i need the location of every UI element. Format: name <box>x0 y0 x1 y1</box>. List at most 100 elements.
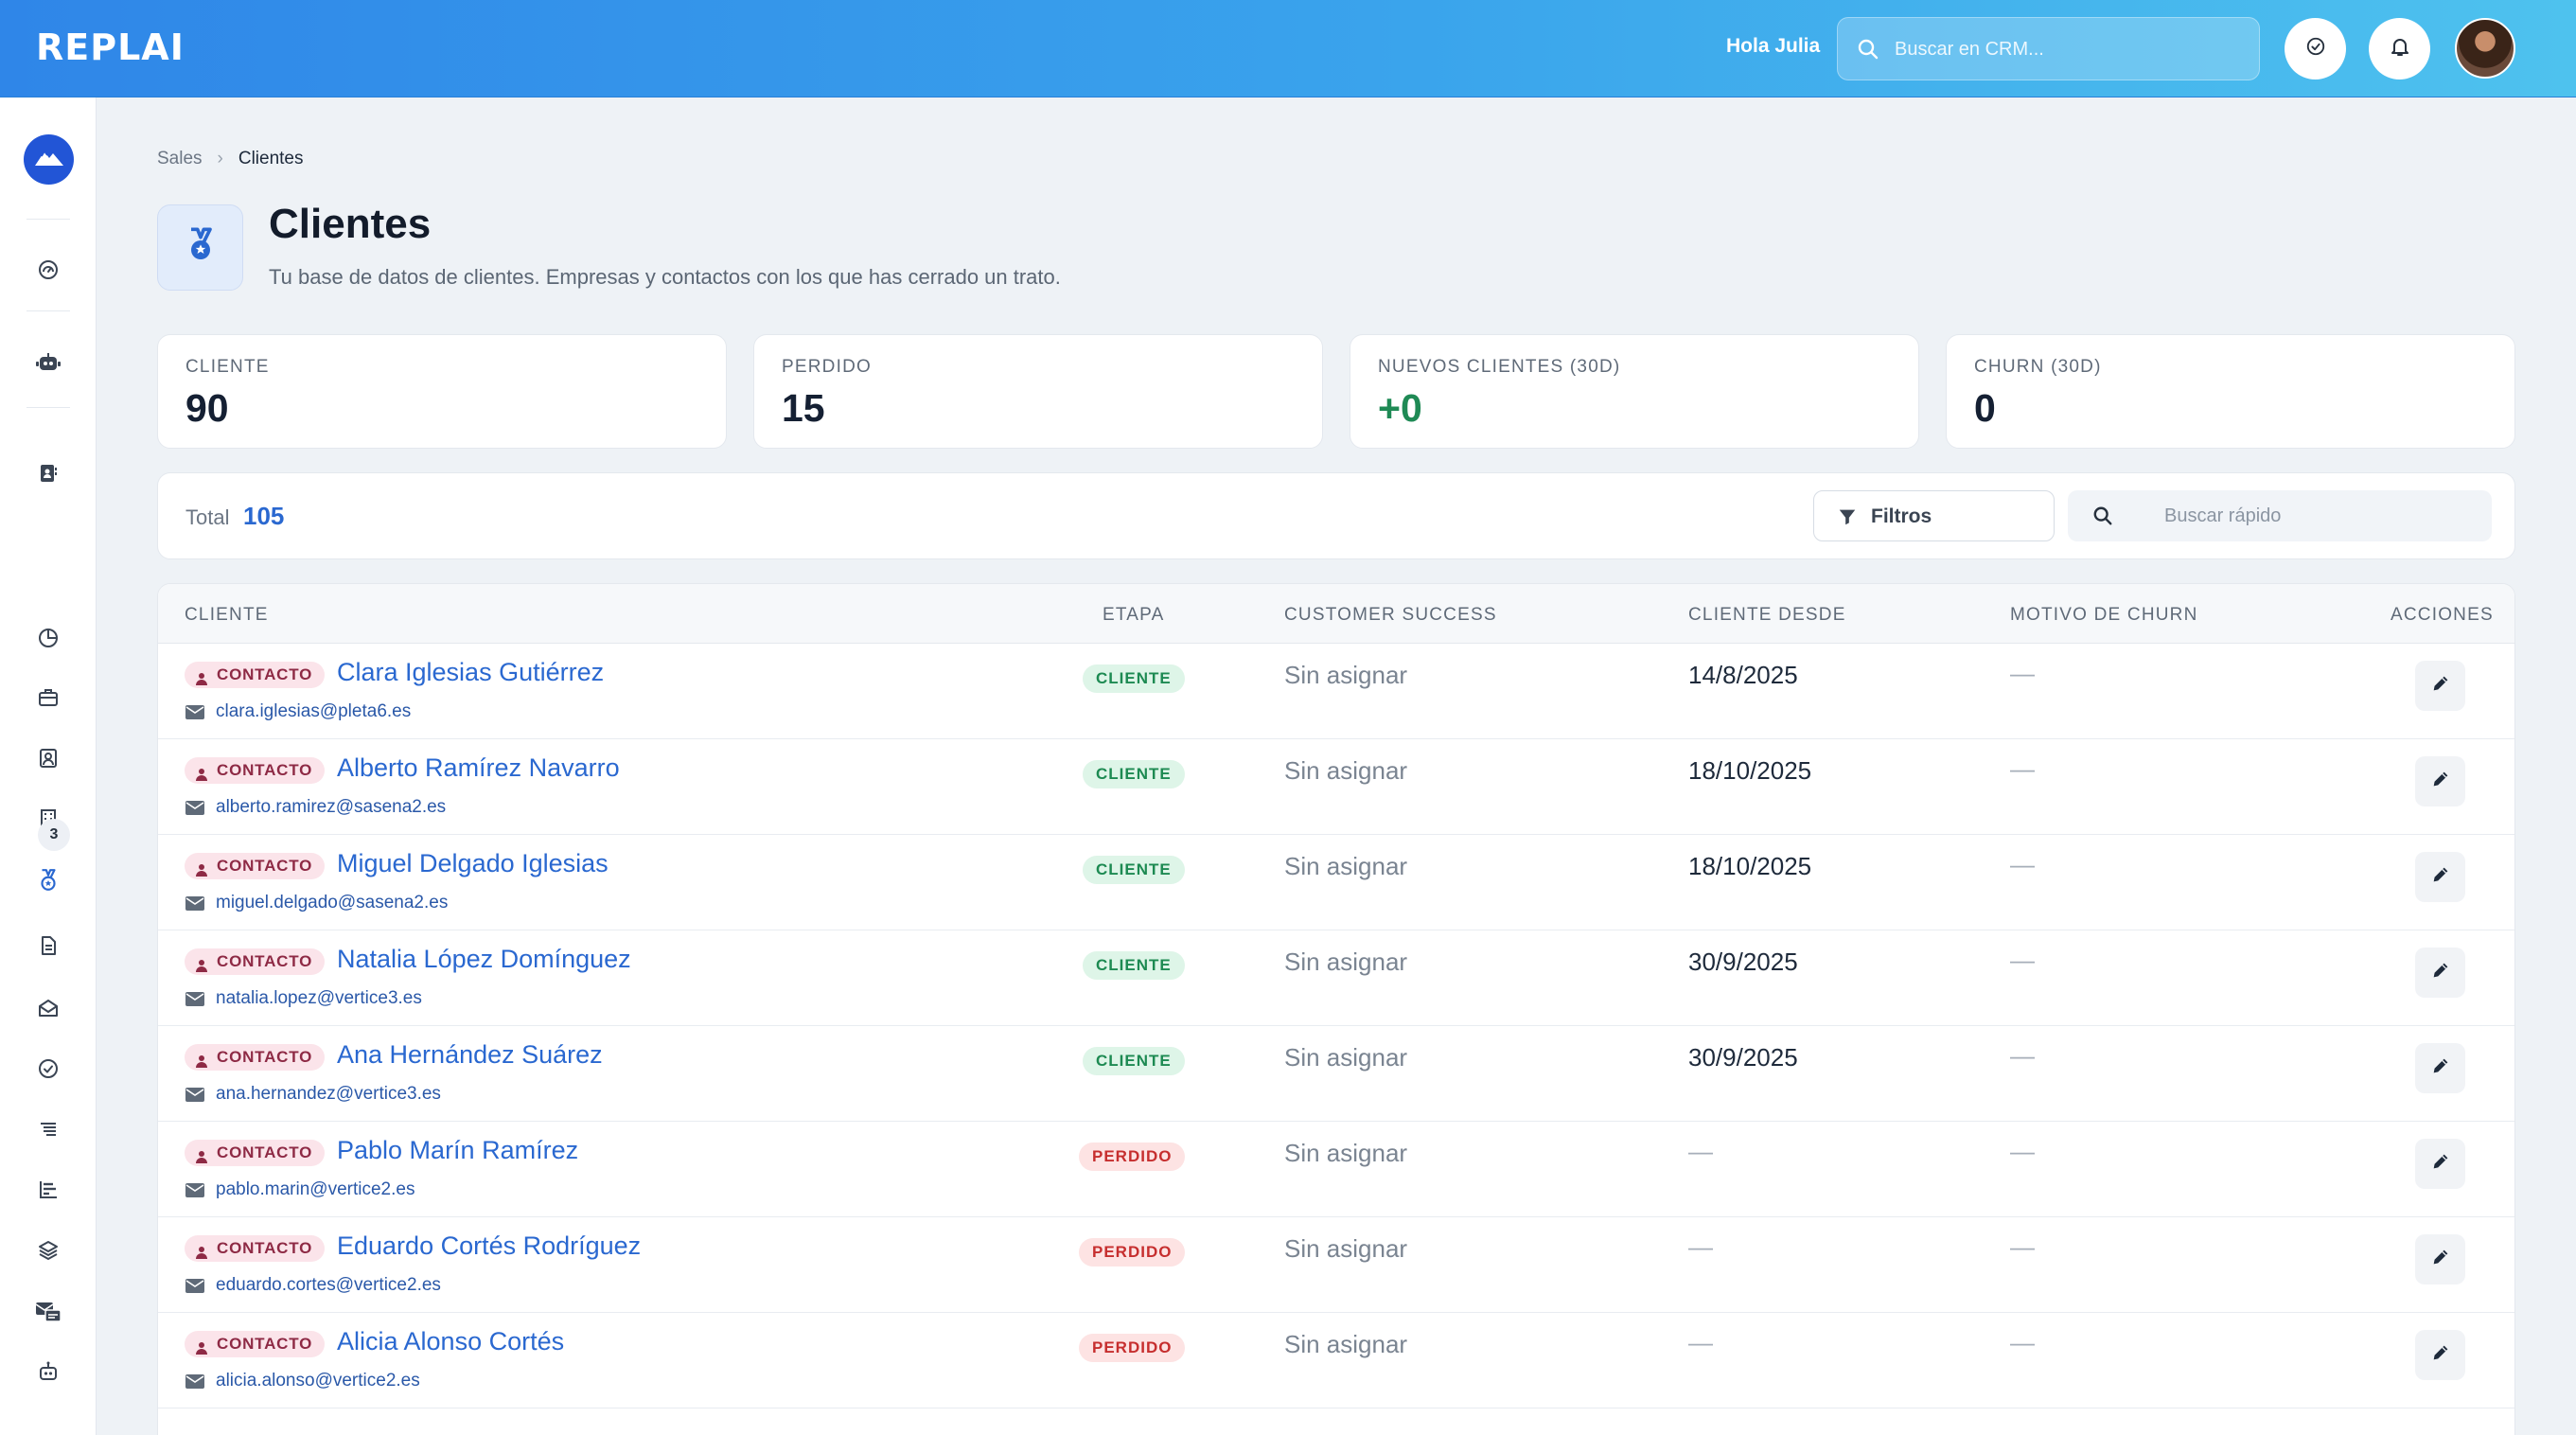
client-email-link[interactable]: alberto.ramirez@sasena2.es <box>216 797 447 817</box>
client-name-link[interactable]: Natalia López Domínguez <box>337 945 631 973</box>
client-email-link[interactable]: pablo.marin@vertice2.es <box>216 1179 415 1199</box>
sidebar-item-contacts[interactable] <box>29 741 67 779</box>
edit-button[interactable] <box>2415 661 2465 711</box>
edit-button[interactable] <box>2415 1330 2465 1380</box>
table-row[interactable]: CONTACTO Natalia López Domínguez natalia.l… <box>158 930 2514 1026</box>
client-since-value: 18/10/2025 <box>1688 756 1812 785</box>
sidebar-item-clientes[interactable] <box>29 863 67 901</box>
contact-type-tag: CONTACTO <box>185 853 326 879</box>
edit-button[interactable] <box>2415 1043 2465 1093</box>
stage-badge: CLIENTE <box>1083 664 1185 693</box>
customer-success-value: Sin asignar <box>1284 756 1408 785</box>
sidebar-item-tasks[interactable] <box>29 1052 67 1090</box>
table-row[interactable]: CONTACTO Alicia Alonso Cortés alicia.alons… <box>158 1313 2514 1408</box>
sidebar-item-campaigns[interactable] <box>29 1294 67 1332</box>
churn-reason-value: — <box>2010 946 2035 974</box>
client-email-link[interactable]: ana.hernandez@vertice3.es <box>216 1084 441 1104</box>
global-search-input[interactable]: Buscar en CRM... <box>1837 17 2260 80</box>
customer-success-value: Sin asignar <box>1284 1234 1408 1263</box>
sidebar-item-ai-agents[interactable] <box>29 345 67 383</box>
medal-icon <box>182 226 220 269</box>
sidebar-item-lists[interactable] <box>29 1112 67 1150</box>
app-logo[interactable]: REPLAI <box>36 27 185 68</box>
table-row[interactable]: CONTACTO Pablo Marín Ramírez pablo.marin@v… <box>158 1122 2514 1217</box>
contact-type-label: CONTACTO <box>217 1335 313 1353</box>
sidebar-item-dashboard[interactable] <box>29 253 67 291</box>
envelope-icon <box>185 896 204 915</box>
tasks-button[interactable] <box>2285 18 2346 80</box>
client-email-link[interactable]: alicia.alonso@vertice2.es <box>216 1371 420 1391</box>
document-icon <box>37 934 60 962</box>
sidebar-item-assistant[interactable] <box>29 1355 67 1392</box>
table-row[interactable]: CONTACTO Ana Hernández Suárez ana.hernande… <box>158 1026 2514 1122</box>
workspace-logo[interactable] <box>24 134 74 185</box>
client-name-link[interactable]: Alberto Ramírez Navarro <box>337 753 620 782</box>
stage-badge: CLIENTE <box>1083 951 1185 980</box>
client-name-link[interactable]: Pablo Marín Ramírez <box>337 1136 579 1164</box>
list-icon <box>37 1118 60 1145</box>
client-name-link[interactable]: Alicia Alonso Cortés <box>337 1327 565 1355</box>
column-header-cliente-desde[interactable]: CLIENTE DESDE <box>1688 605 1846 625</box>
check-circle-icon <box>2305 36 2326 62</box>
layers-icon <box>37 1239 60 1267</box>
client-email-link[interactable]: natalia.lopez@vertice3.es <box>216 988 422 1008</box>
edit-button[interactable] <box>2415 1139 2465 1189</box>
column-header-customer-success[interactable]: CUSTOMER SUCCESS <box>1284 605 1497 625</box>
table-row[interactable]: CONTACTO Alberto Ramírez Navarro alberto.r… <box>158 739 2514 835</box>
edit-button[interactable] <box>2415 948 2465 998</box>
stat-card-nuevos-clientes: NUEVOS CLIENTES (30D) +0 <box>1350 334 1919 449</box>
client-since-value: 18/10/2025 <box>1688 852 1812 880</box>
sidebar-item-inbox[interactable] <box>29 991 67 1029</box>
inbox-transfer-icon <box>34 1299 62 1328</box>
breadcrumb-parent[interactable]: Sales <box>157 149 203 168</box>
sidebar-item-layers[interactable] <box>29 1233 67 1271</box>
stat-value: 15 <box>782 386 825 430</box>
column-header-cliente[interactable]: CLIENTE <box>185 605 269 625</box>
person-card-icon <box>37 747 60 774</box>
top-bar: REPLAI Hola Julia Buscar en CRM... <box>0 0 2576 97</box>
edit-button[interactable] <box>2415 1234 2465 1284</box>
pencil-icon <box>2430 1342 2451 1368</box>
client-email-link[interactable]: eduardo.cortes@vertice2.es <box>216 1275 441 1295</box>
envelope-icon <box>185 1183 204 1202</box>
sidebar-item-deals[interactable] <box>29 681 67 718</box>
person-icon <box>196 667 207 694</box>
edit-button[interactable] <box>2415 852 2465 902</box>
table-row[interactable]: CONTACTO Eduardo Cortés Rodríguez eduardo.… <box>158 1217 2514 1313</box>
notifications-button[interactable] <box>2369 18 2430 80</box>
contact-type-label: CONTACTO <box>217 857 313 875</box>
client-name-link[interactable]: Ana Hernández Suárez <box>337 1040 603 1069</box>
sidebar-item-contacts-book[interactable] <box>29 456 67 494</box>
table-row[interactable]: CONTACTO Clara Iglesias Gutiérrez clara.ig… <box>158 644 2514 739</box>
customer-success-value: Sin asignar <box>1284 948 1408 976</box>
stat-card-cliente: CLIENTE 90 <box>157 334 727 449</box>
quick-search-input[interactable]: Buscar rápido <box>2068 490 2492 541</box>
sidebar-item-reports[interactable] <box>29 621 67 659</box>
client-email-link[interactable]: clara.iglesias@pleta6.es <box>216 701 412 721</box>
pencil-icon <box>2430 1247 2451 1272</box>
stat-value: 0 <box>1974 386 1996 430</box>
client-name-link[interactable]: Miguel Delgado Iglesias <box>337 849 609 877</box>
column-header-etapa[interactable]: ETAPA <box>1103 605 1165 625</box>
stat-label: NUEVOS CLIENTES (30D) <box>1378 357 1621 377</box>
sidebar-item-analytics[interactable] <box>29 1173 67 1211</box>
client-since-value: 14/8/2025 <box>1688 661 1798 689</box>
page-subtitle: Tu base de datos de clientes. Empresas y… <box>269 265 1061 289</box>
bar-chart-icon <box>37 1178 60 1206</box>
person-icon <box>196 763 207 789</box>
user-avatar[interactable] <box>2455 18 2515 79</box>
client-email-link[interactable]: miguel.delgado@sasena2.es <box>216 893 449 912</box>
filters-button[interactable]: Filtros <box>1813 490 2055 541</box>
contact-type-tag: CONTACTO <box>185 948 326 975</box>
client-name-link[interactable]: Eduardo Cortés Rodríguez <box>337 1231 642 1260</box>
edit-button[interactable] <box>2415 756 2465 806</box>
column-header-motivo-churn[interactable]: MOTIVO DE CHURN <box>2010 605 2198 625</box>
client-name-link[interactable]: Clara Iglesias Gutiérrez <box>337 658 605 686</box>
total-count: 105 <box>243 502 285 530</box>
client-since-value: 30/9/2025 <box>1688 1043 1798 1072</box>
sidebar-item-documents[interactable] <box>29 929 67 966</box>
contacts-book-icon <box>37 462 60 489</box>
client-since-value: — <box>1688 1137 1713 1165</box>
table-row[interactable]: CONTACTO Miguel Delgado Iglesias miguel.de… <box>158 835 2514 930</box>
page-icon <box>157 204 243 291</box>
